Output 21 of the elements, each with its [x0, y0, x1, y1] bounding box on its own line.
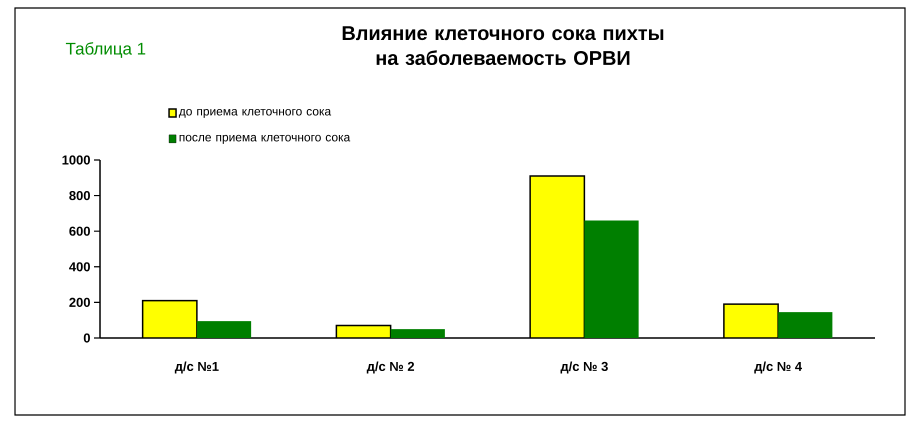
x-tick-label: д/с № 2	[366, 362, 414, 374]
bar	[778, 312, 832, 338]
bar	[390, 329, 445, 338]
bar	[142, 300, 197, 338]
bar	[530, 176, 584, 338]
y-tick-label: 600	[69, 226, 90, 236]
y-tick-label: 200	[69, 298, 90, 307]
x-tick-label: д/с №1	[174, 362, 219, 374]
legend-label: до приема клеточного сока	[178, 108, 332, 118]
x-tick-label: д/с № 3	[560, 362, 608, 374]
chart-title: Влияние клеточного сока пихты на заболеваемость ОРВИ	[342, 26, 664, 66]
legend-label: после приема клеточного сока	[180, 134, 350, 144]
y-tick-label: 0	[84, 333, 90, 343]
y-tick-label: 1000	[62, 155, 90, 165]
text: Таблица 1	[66, 42, 146, 58]
y-tick-label: 800	[69, 190, 90, 200]
bar	[196, 321, 252, 338]
bar	[723, 303, 779, 338]
y-tick-label: 400	[69, 262, 90, 272]
x-tick-label: д/с № 4	[754, 362, 802, 374]
bar	[584, 220, 639, 338]
